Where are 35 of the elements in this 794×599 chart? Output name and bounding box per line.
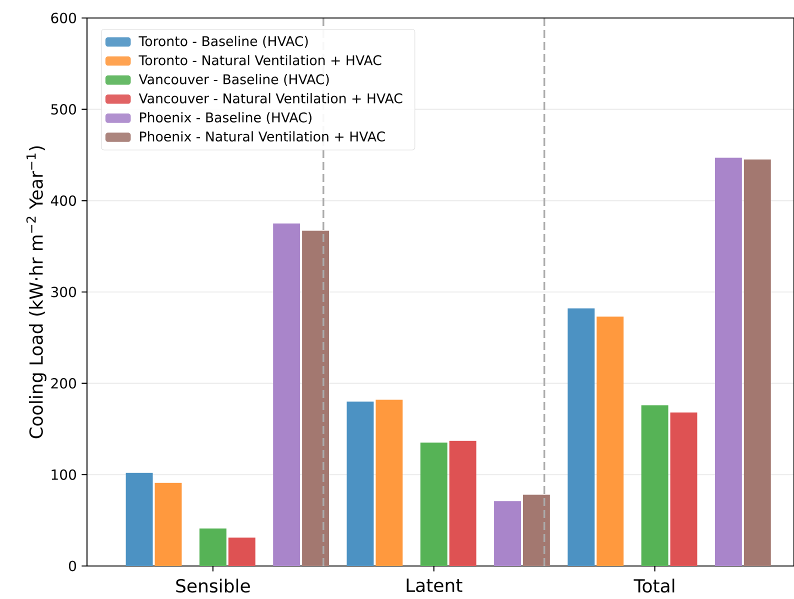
bar: [199, 528, 226, 566]
bar: [302, 230, 329, 566]
x-tick-label: Sensible: [176, 578, 250, 593]
legend-label: Toronto - Natural Ventilation + HVAC: [138, 54, 382, 66]
legend-label: Phoenix - Natural Ventilation + HVAC: [140, 131, 385, 142]
y-tick-label: 600: [51, 12, 76, 24]
legend-label: Phoenix - Baseline (HVAC): [140, 112, 312, 124]
bar: [670, 412, 698, 566]
bar: [228, 538, 256, 566]
bar: [346, 402, 374, 566]
y-tick-label: 500: [51, 104, 76, 115]
bar: [744, 160, 771, 566]
bar: [494, 501, 521, 566]
bar: [273, 223, 300, 566]
bar: [420, 442, 448, 566]
x-tick-label: Total: [634, 578, 674, 593]
legend-label: Toronto - Baseline (HVAC): [138, 36, 308, 48]
bar: [449, 440, 476, 566]
y-tick-label: 100: [52, 469, 76, 480]
bar: [641, 405, 668, 566]
x-tick-label: Latent: [406, 578, 462, 592]
bar: [154, 482, 182, 566]
bar: [714, 158, 742, 566]
legend-label: Vancouver - Natural Ventilation + HVAC: [138, 93, 402, 104]
y-tick-label: 0: [68, 560, 76, 572]
y-tick-label: 300: [51, 286, 76, 298]
bar: [522, 494, 550, 566]
y-axis-title: Cooling Load (kW·hr m$^{−2}$ Year$^{−1}$): [26, 146, 46, 438]
bar: [568, 308, 595, 566]
legend-label: Vancouver - Baseline (HVAC): [138, 74, 329, 86]
bar: [596, 316, 624, 566]
y-tick-label: 400: [50, 195, 76, 206]
bar: [376, 400, 403, 566]
bar: [126, 472, 153, 566]
y-tick-label: 200: [51, 378, 76, 389]
